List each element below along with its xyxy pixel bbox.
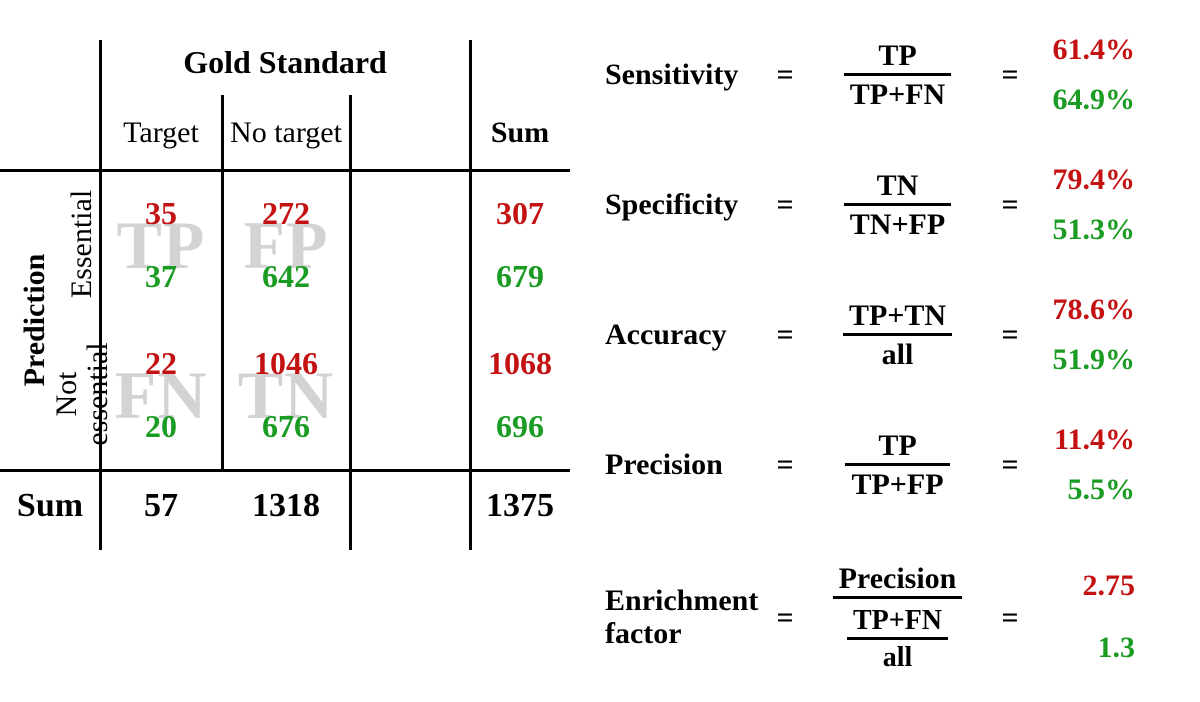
ef-outer-num: Precision bbox=[833, 564, 963, 596]
ef-inner-num: TP+FN bbox=[847, 607, 948, 637]
confusion-metrics-figure: Gold StandardTargetNo targetSumPredictio… bbox=[0, 0, 1200, 702]
fraction-num: TP bbox=[845, 431, 949, 463]
metric-eq1-3: = bbox=[770, 410, 800, 520]
fraction-den: TP+FP bbox=[845, 463, 949, 500]
cell-green-r1-c1: 676 bbox=[222, 395, 350, 458]
metric-eq1-2: = bbox=[770, 280, 800, 390]
cell-red-r1-c1: 1046 bbox=[222, 332, 350, 395]
ef-inner-den: all bbox=[847, 637, 948, 672]
metric-ef-green: 1.3 bbox=[1025, 621, 1135, 675]
cell-green-r1-c2: 696 bbox=[470, 395, 570, 458]
fraction: TNTN+FP bbox=[844, 171, 951, 240]
metric-eq1-1: = bbox=[770, 150, 800, 260]
metric-frac-0: TPTP+FN bbox=[800, 20, 995, 130]
ef-inner-frac: TP+FNall bbox=[847, 607, 948, 672]
metric-frac-1: TNTN+FP bbox=[800, 150, 995, 260]
metric-red-0: 61.4% bbox=[1025, 26, 1135, 76]
metric-ef-eq2: = bbox=[995, 540, 1025, 695]
metric-frac-3: TPTP+FP bbox=[800, 410, 995, 520]
fraction-num: TP bbox=[844, 41, 951, 73]
fraction-den: TN+FP bbox=[844, 203, 951, 240]
cell-red-r1-c0: 22 bbox=[100, 332, 222, 395]
cell-green-r0-c1: 642 bbox=[222, 245, 350, 308]
metric-ef-red: 2.75 bbox=[1025, 559, 1135, 613]
metric-ef-frac: Precision TP+FNall bbox=[800, 540, 995, 695]
cell-red-r0-c0: 35 bbox=[100, 182, 222, 245]
fraction-num: TP+TN bbox=[843, 301, 952, 333]
metric-ef-eq1: = bbox=[770, 540, 800, 695]
cell-red-r0-c1: 272 bbox=[222, 182, 350, 245]
metric-red-1: 79.4% bbox=[1025, 156, 1135, 206]
fraction: TP+TNall bbox=[843, 301, 952, 370]
metric-label-precision: Precision bbox=[605, 410, 770, 520]
cell-green-r1-c0: 20 bbox=[100, 395, 222, 458]
fraction: TPTP+FP bbox=[845, 431, 949, 500]
cell-green-r0-c0: 37 bbox=[100, 245, 222, 308]
ef-inner-wrap: TP+FNall bbox=[847, 607, 948, 672]
ef-outer-frac: Precision TP+FNall bbox=[833, 564, 963, 672]
metric-green-0: 64.9% bbox=[1025, 75, 1135, 125]
metric-label-sensitivity: Sensitivity bbox=[605, 20, 770, 130]
metric-eq1-0: = bbox=[770, 20, 800, 130]
metric-green-1: 51.3% bbox=[1025, 205, 1135, 255]
metric-frac-2: TP+TNall bbox=[800, 280, 995, 390]
metric-label-specificity: Specificity bbox=[605, 150, 770, 260]
metric-eq2-2: = bbox=[995, 280, 1025, 390]
metric-eq2-3: = bbox=[995, 410, 1025, 520]
fraction: TPTP+FN bbox=[844, 41, 951, 110]
cell-green-r0-c2: 679 bbox=[470, 245, 570, 308]
fraction-den: TP+FN bbox=[844, 73, 951, 110]
ef-outer-den: TP+FNall bbox=[833, 596, 963, 672]
fraction-num: TN bbox=[844, 171, 951, 203]
metric-red-2: 78.6% bbox=[1025, 286, 1135, 336]
metric-label-accuracy: Accuracy bbox=[605, 280, 770, 390]
metric-eq2-1: = bbox=[995, 150, 1025, 260]
cell-red-r1-c2: 1068 bbox=[470, 332, 570, 395]
metric-red-3: 11.4% bbox=[1025, 416, 1135, 466]
metric-eq2-0: = bbox=[995, 20, 1025, 130]
metric-green-2: 51.9% bbox=[1025, 335, 1135, 385]
fraction-den: all bbox=[843, 333, 952, 370]
metric-green-3: 5.5% bbox=[1025, 465, 1135, 515]
cell-red-r0-c2: 307 bbox=[470, 182, 570, 245]
metric-label-enrichment: Enrichmentfactor bbox=[605, 540, 770, 695]
